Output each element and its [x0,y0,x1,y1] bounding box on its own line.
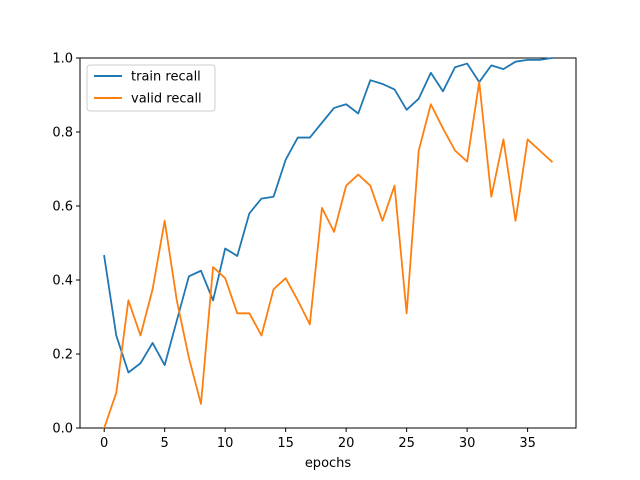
y-tick-label: 0.2 [52,348,73,363]
legend-label-valid-recall: valid recall [131,92,202,107]
series-layer [103,56,554,430]
y-tick-label: 0.8 [52,126,73,141]
plot-area [79,57,577,429]
x-tick-label: 10 [217,436,234,451]
y-tick-label: 0.6 [52,200,73,215]
plot-frame [79,57,577,429]
legend-label-train-recall: train recall [131,70,201,85]
x-axis-label: epochs [305,456,352,471]
x-tick-label: 15 [277,436,294,451]
y-tick-label: 1.0 [52,52,73,67]
legend: train recall valid recall [86,64,216,112]
x-tick-label: 0 [100,436,108,451]
x-tick-label: 25 [398,436,415,451]
x-axis-ticks: 0 5 10 15 20 25 30 35 [100,428,536,451]
y-tick-label: 0.4 [52,274,73,289]
y-axis-ticks: 0.0 0.2 0.4 0.6 0.8 1.0 [52,52,80,437]
y-tick-label: 0.0 [52,422,73,437]
series-line-valid-recall [103,81,554,430]
x-tick-label: 30 [459,436,476,451]
x-tick-label: 35 [519,436,536,451]
x-tick-label: 20 [338,436,355,451]
x-tick-label: 5 [161,436,169,451]
